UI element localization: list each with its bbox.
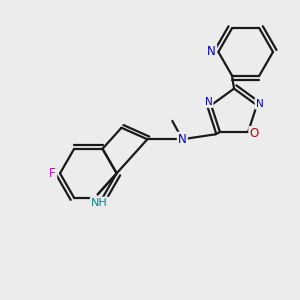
Text: N: N [205,97,212,107]
Text: N: N [207,45,216,58]
Text: NH: NH [91,198,108,208]
Text: N: N [256,98,263,109]
Text: F: F [50,167,56,180]
Text: O: O [250,127,259,140]
Text: N: N [178,133,187,146]
